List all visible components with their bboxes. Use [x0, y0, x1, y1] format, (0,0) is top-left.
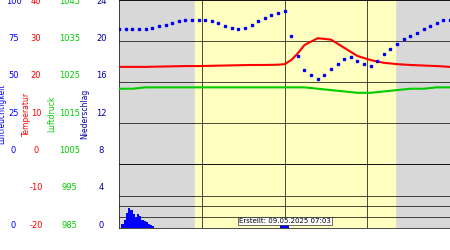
Text: 8: 8: [99, 146, 104, 155]
Text: 4: 4: [99, 183, 104, 192]
Bar: [126, 213, 128, 228]
Text: Luftdruck: Luftdruck: [47, 96, 56, 132]
Text: 1045: 1045: [59, 0, 80, 6]
Bar: [152, 226, 154, 228]
Bar: [145, 222, 148, 228]
Text: 50: 50: [8, 71, 19, 80]
Text: 20: 20: [31, 71, 41, 80]
Text: -10: -10: [29, 183, 43, 192]
Text: 1015: 1015: [59, 108, 80, 118]
Text: Erstellt: 09.05.2025 07:03: Erstellt: 09.05.2025 07:03: [238, 218, 331, 224]
Text: 0: 0: [99, 220, 104, 230]
Bar: [130, 210, 133, 228]
Text: 1005: 1005: [59, 146, 80, 155]
Text: 985: 985: [62, 220, 78, 230]
Bar: [287, 222, 289, 228]
Text: 25: 25: [8, 108, 19, 118]
Text: 20: 20: [96, 34, 107, 43]
Bar: [195, 0, 395, 164]
Text: -20: -20: [29, 220, 43, 230]
Text: 0: 0: [33, 146, 39, 155]
Text: 24: 24: [96, 0, 107, 6]
Bar: [124, 220, 126, 228]
Text: 10: 10: [31, 108, 41, 118]
Text: 100: 100: [5, 0, 22, 6]
Bar: [128, 208, 130, 228]
Text: 30: 30: [31, 34, 41, 43]
Text: 1025: 1025: [59, 71, 80, 80]
Text: 0: 0: [11, 220, 16, 230]
Text: 75: 75: [8, 34, 19, 43]
Bar: [144, 221, 146, 228]
Bar: [141, 220, 144, 228]
Bar: [137, 214, 139, 228]
Bar: [139, 216, 141, 228]
Bar: [284, 220, 287, 228]
Text: 40: 40: [31, 0, 41, 6]
Bar: [280, 221, 283, 228]
Text: Temperatur: Temperatur: [22, 92, 31, 136]
Text: 12: 12: [96, 108, 107, 118]
Bar: [148, 224, 150, 228]
Text: Niederschlag: Niederschlag: [80, 89, 89, 139]
Text: 16: 16: [96, 71, 107, 80]
Bar: [195, 164, 395, 228]
Text: Luftfeuchtigkeit: Luftfeuchtigkeit: [0, 84, 7, 144]
Bar: [283, 217, 285, 228]
Bar: [132, 214, 135, 228]
Bar: [150, 225, 153, 228]
Bar: [122, 224, 124, 228]
Text: 1035: 1035: [59, 34, 80, 43]
Text: 995: 995: [62, 183, 77, 192]
Text: 0: 0: [11, 146, 16, 155]
Bar: [135, 217, 137, 228]
